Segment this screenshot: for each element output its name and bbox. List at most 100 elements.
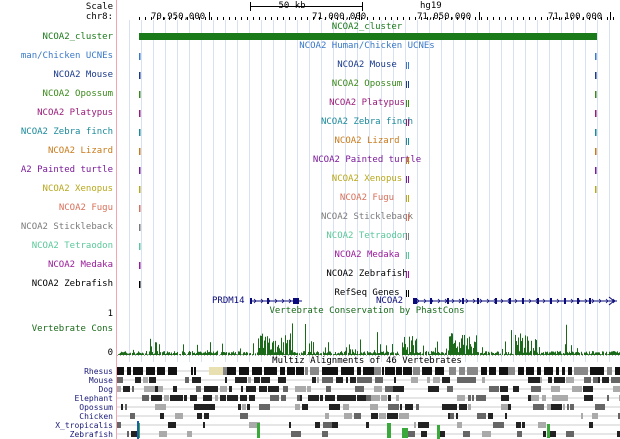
element-mark <box>406 100 407 107</box>
cons-bar <box>221 352 222 355</box>
alignment-block <box>385 386 393 392</box>
alignment-block <box>229 386 232 392</box>
cons-bar <box>379 353 380 355</box>
cons-bar <box>258 338 259 355</box>
element-mark <box>408 233 409 240</box>
element-mark <box>408 100 409 107</box>
alignment-block <box>538 422 546 428</box>
cons-bar <box>451 333 452 355</box>
cons-bar <box>168 352 169 355</box>
cons-bar <box>257 352 258 355</box>
track-label-opossum[interactable]: NCOA2 Opossum <box>42 89 113 99</box>
track-label-painted-turtle[interactable]: A2 Painted turtle <box>20 165 113 175</box>
alignment-block <box>302 404 308 410</box>
cons-bar <box>612 351 613 355</box>
cons-bar <box>259 348 260 355</box>
track-label-platypus[interactable]: NCOA2 Platypus <box>37 108 113 118</box>
cons-bar <box>408 353 409 355</box>
cons-bar <box>423 345 424 355</box>
cons-bar <box>291 350 292 355</box>
alignment-block <box>160 413 164 419</box>
cons-bar <box>179 354 180 355</box>
alignment-block <box>315 422 320 428</box>
alignment-block <box>349 367 354 375</box>
track-label-ucnes[interactable]: man/Chicken UCNEs <box>20 51 113 61</box>
alignment-block <box>327 367 338 375</box>
cons-bar <box>129 353 130 355</box>
cons-bar <box>380 344 381 355</box>
cons-bar <box>313 342 314 355</box>
cons-bar <box>371 353 372 355</box>
track-label-medaka[interactable]: NCOA2 Medaka <box>47 260 113 270</box>
cons-bar <box>610 352 611 355</box>
cons-bar <box>343 354 344 355</box>
element-mark <box>406 157 407 164</box>
alignment-block <box>442 404 448 410</box>
cons-bar <box>449 336 450 355</box>
alignment-block <box>227 367 236 375</box>
track-label-lizard[interactable]: NCOA2 Lizard <box>47 146 113 156</box>
cons-bar <box>536 340 537 355</box>
cons-bar <box>516 341 517 355</box>
cons-bar <box>119 353 120 355</box>
alignment-block <box>518 367 524 375</box>
alignment-block <box>592 413 598 419</box>
prdm14-exon <box>250 298 252 304</box>
alignment-block <box>131 431 137 437</box>
alignment-block <box>317 377 319 383</box>
track-label-ncoa2-cluster[interactable]: NCOA2_cluster <box>42 32 113 42</box>
alignment-block <box>336 377 343 383</box>
track-label-zebra-finch[interactable]: NCOA2 Zebra finch <box>20 127 113 137</box>
cons-bar <box>597 352 598 355</box>
track-label-xenopus[interactable]: NCOA2 Xenopus <box>42 184 113 194</box>
alignment-block <box>400 404 402 410</box>
alignment-block <box>246 386 256 392</box>
cons-bar <box>569 351 570 355</box>
alignment-highlight <box>402 428 408 438</box>
alignment-block <box>357 377 362 383</box>
track-label-mouse[interactable]: NCOA2 Mouse <box>53 70 113 80</box>
alignment-block <box>456 413 458 419</box>
cons-bar <box>446 348 447 355</box>
cons-bar <box>393 352 394 355</box>
cons-bar <box>329 351 330 355</box>
cons-bar <box>617 351 618 355</box>
cons-bar <box>441 352 442 355</box>
cons-bar <box>588 354 589 355</box>
track-label-fugu[interactable]: NCOA2 Fugu <box>58 203 113 213</box>
cons-bar <box>461 338 462 355</box>
track-label-stickleback[interactable]: NCOA2 Stickleback <box>20 222 113 232</box>
alignment-block <box>547 431 556 437</box>
cons-bar <box>375 352 376 355</box>
cons-bar <box>309 343 310 355</box>
cons-bar <box>594 353 595 355</box>
element-mark <box>595 167 597 174</box>
cons-bar <box>595 352 596 355</box>
track-label-vertebrate-cons[interactable]: Vertebrate Cons <box>31 324 113 334</box>
cons-bar <box>390 352 391 355</box>
element-mark <box>408 252 409 259</box>
cons-bar <box>336 354 337 355</box>
gene-label-ncoa2[interactable]: NCOA2 <box>376 296 404 306</box>
alignment-block <box>566 431 574 437</box>
cons-bar <box>430 354 431 355</box>
track-label-zebrafish[interactable]: NCOA2 Zebrafish <box>31 279 113 289</box>
track-display-area[interactable]: 50 kb hg19 70,950,000 71,000,000 71,050,… <box>117 0 620 439</box>
ncoa2-exon <box>564 298 566 304</box>
alignment-block <box>354 413 361 419</box>
cons-bar <box>581 351 582 355</box>
cons-bar <box>201 352 202 355</box>
track-label-tetraodon[interactable]: NCOA2 Tetraodon <box>31 241 113 251</box>
gene-label-prdm14[interactable]: PRDM14 <box>212 296 245 306</box>
alignment-block <box>259 386 267 392</box>
cons-bar <box>469 336 470 355</box>
ncoa2-cluster-bar[interactable] <box>139 33 597 40</box>
alignment-block <box>125 404 127 410</box>
cons-bar <box>383 351 384 355</box>
alignment-block <box>528 395 531 401</box>
cons-bar <box>539 347 540 355</box>
cons-bar <box>551 351 552 355</box>
alignment-block <box>501 395 509 401</box>
alignment-block <box>238 377 247 383</box>
cons-bar <box>183 344 184 355</box>
